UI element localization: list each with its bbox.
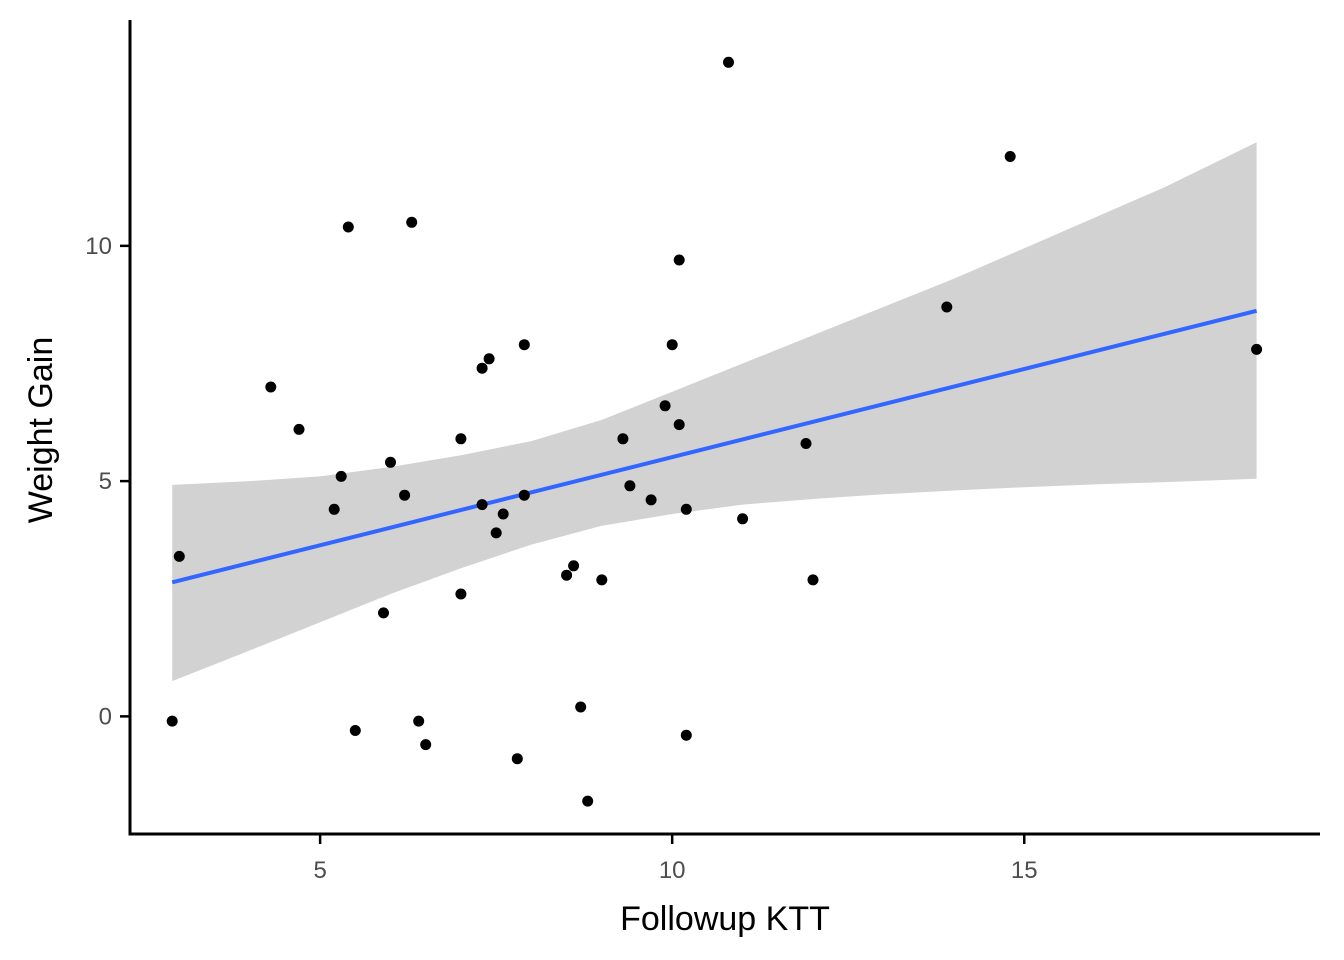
data-point xyxy=(596,574,608,586)
data-point xyxy=(1251,343,1263,355)
data-point xyxy=(800,438,812,449)
data-point xyxy=(511,753,523,765)
regression-line xyxy=(171,308,1258,585)
data-point xyxy=(723,56,734,68)
data-point xyxy=(666,339,678,351)
fit-line-layer xyxy=(171,308,1258,585)
data-point xyxy=(265,381,277,393)
data-point xyxy=(335,470,347,482)
y-axis-title: Weight Gain xyxy=(22,337,60,523)
x-tick-label: 10 xyxy=(659,857,686,884)
data-point xyxy=(737,513,749,525)
data-point xyxy=(476,499,488,511)
data-point xyxy=(476,362,488,374)
data-point xyxy=(680,729,692,741)
data-point xyxy=(349,725,361,736)
data-point xyxy=(659,400,671,412)
x-tick-label: 15 xyxy=(1011,857,1038,884)
data-points-layer xyxy=(166,56,1263,807)
axes: 5 10 15 0 5 10 xyxy=(85,20,1320,884)
data-point xyxy=(673,254,685,266)
y-tick-label: 10 xyxy=(85,233,112,260)
confidence-band xyxy=(172,142,1257,682)
data-point xyxy=(617,433,629,445)
y-tick-label: 5 xyxy=(99,468,112,495)
data-point xyxy=(941,301,953,313)
data-point xyxy=(518,339,530,351)
data-point xyxy=(568,560,580,572)
x-tick-label: 5 xyxy=(313,857,326,884)
data-point xyxy=(624,480,636,492)
data-point xyxy=(807,574,819,586)
data-point xyxy=(413,715,425,727)
data-point xyxy=(455,588,467,600)
data-point xyxy=(342,221,354,233)
confidence-band-layer xyxy=(172,142,1257,682)
data-point xyxy=(166,715,178,727)
data-point xyxy=(561,569,573,581)
data-point xyxy=(406,216,418,228)
data-point xyxy=(293,423,305,435)
data-point xyxy=(385,456,396,468)
data-point xyxy=(173,550,185,562)
data-point xyxy=(328,503,340,515)
data-point xyxy=(645,494,657,506)
data-point xyxy=(378,607,389,619)
data-point xyxy=(1004,151,1016,162)
data-point xyxy=(483,353,495,365)
data-point xyxy=(399,489,411,501)
data-point xyxy=(673,419,685,431)
data-point xyxy=(518,489,530,501)
data-point xyxy=(490,527,502,539)
data-point xyxy=(582,795,594,807)
data-point xyxy=(497,508,509,520)
data-point xyxy=(680,503,692,515)
data-point xyxy=(455,433,467,445)
x-axis-title: Followup KTT xyxy=(620,900,830,938)
data-point xyxy=(575,701,587,713)
data-point xyxy=(420,739,432,751)
y-tick-label: 0 xyxy=(99,703,112,730)
